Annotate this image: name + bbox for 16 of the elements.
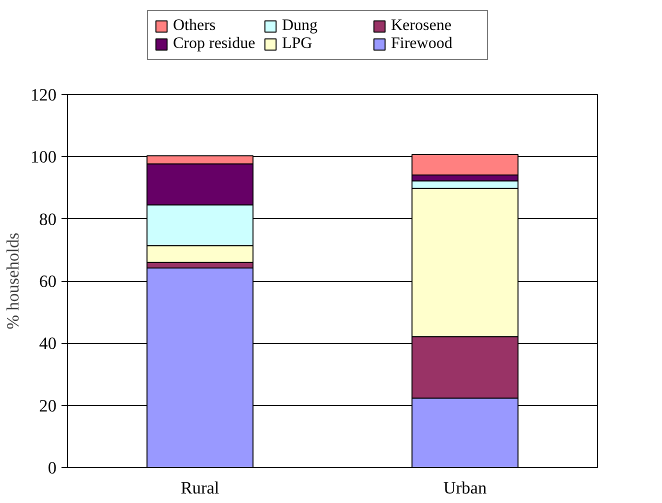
y-tick-label: 80	[39, 210, 56, 229]
y-tick-label: 0	[48, 458, 57, 478]
legend-label: Crop residue	[173, 35, 256, 53]
legend-label: LPG	[282, 35, 314, 53]
y-tick-label: 40	[39, 334, 56, 354]
legend-label: Dung	[282, 17, 319, 35]
y-tick-label: 120	[30, 86, 57, 104]
y-axis-title: % households	[4, 232, 23, 330]
legend-label: Others	[173, 17, 217, 35]
y-tick-label: 60	[39, 272, 56, 291]
y-tick-label: 20	[39, 396, 56, 416]
legend-label: Kerosene	[391, 17, 452, 35]
legend-label: Firewood	[391, 35, 454, 53]
x-tick-label: Rural	[180, 478, 220, 498]
x-tick-label: Urban	[443, 478, 487, 498]
y-tick-label: 100	[30, 148, 57, 167]
